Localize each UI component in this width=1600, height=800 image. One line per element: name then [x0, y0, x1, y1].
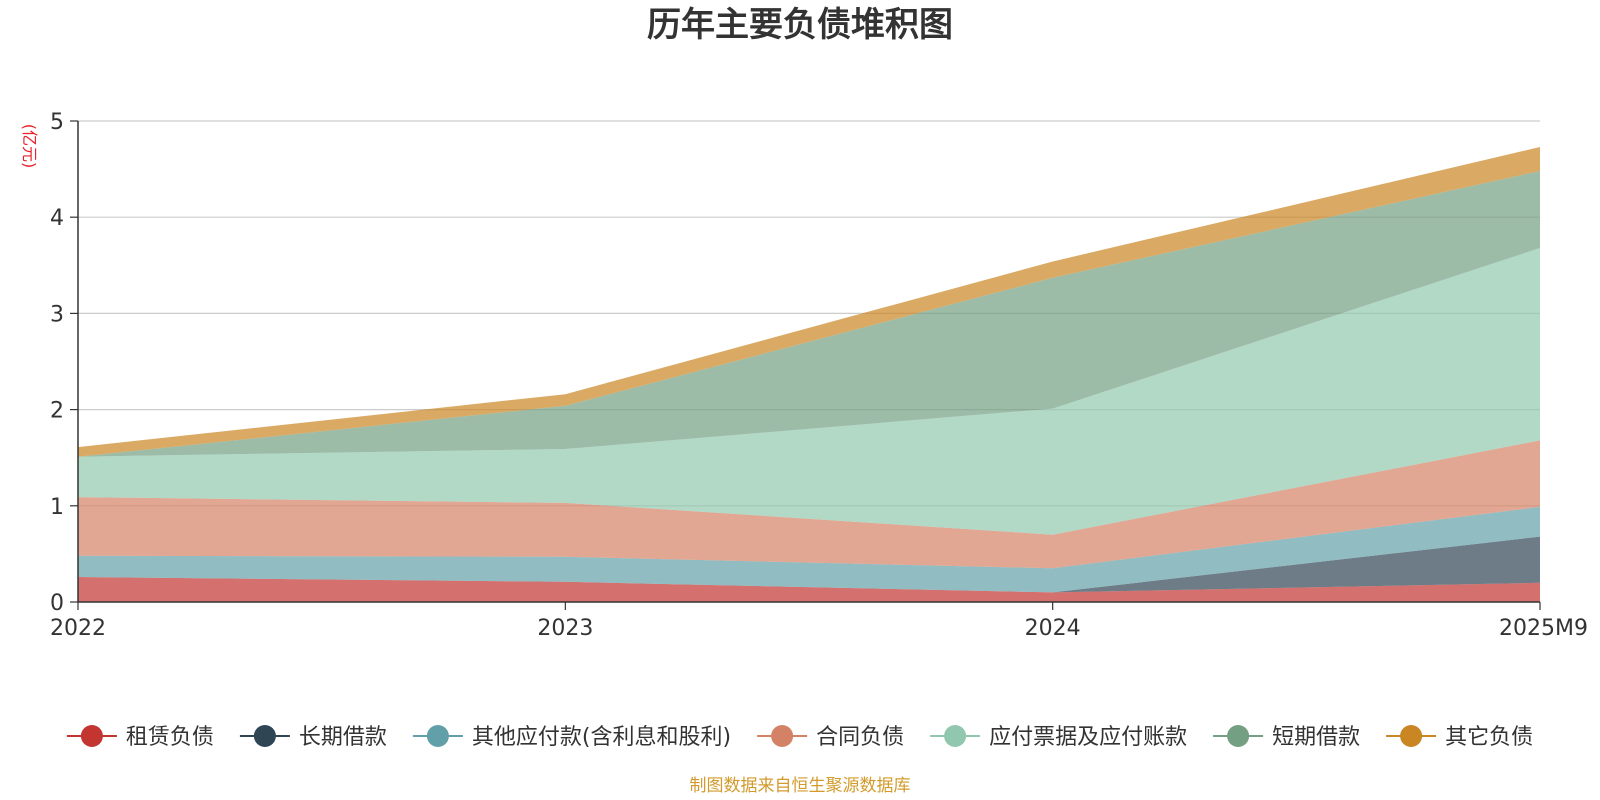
axes [70, 120, 1541, 610]
legend-item-5[interactable]: 短期借款 [1213, 725, 1360, 750]
legend: 租赁负债 长期借款 其他应付款(含利息和股利) 合同负债 应付票据及应付账款 短期借款 其它… [66, 725, 1533, 750]
legend-item-2[interactable]: 其他应付款(含利息和股利) [412, 725, 731, 750]
legend-item-0[interactable]: 租赁负债 [66, 725, 214, 750]
legend-label: 租赁负债 [126, 725, 214, 750]
area-series-5 [78, 171, 1540, 457]
x-tick-label: 2022 [50, 616, 106, 641]
legend-marker [80, 725, 103, 747]
legend-marker [1227, 725, 1250, 747]
area-series-0 [78, 577, 1540, 602]
x-tick-label: 2025M9 [1499, 616, 1588, 641]
legend-label: 合同负债 [816, 725, 904, 750]
legend-item-1[interactable]: 长期借款 [239, 725, 387, 750]
area-series [78, 147, 1540, 602]
legend-marker [426, 725, 449, 747]
y-tick-label: 4 [50, 206, 64, 231]
legend-item-4[interactable]: 应付票据及应付账款 [930, 725, 1187, 750]
y-tick-label: 2 [50, 399, 64, 424]
area-series-2 [78, 506, 1540, 593]
y-tick-label: 0 [50, 591, 64, 616]
y-tick-label: 1 [50, 495, 64, 520]
data-source-note: 制图数据来自恒生聚源数据库 [690, 776, 911, 796]
legend-label: 短期借款 [1272, 725, 1360, 750]
legend-marker [944, 725, 967, 747]
legend-item-6[interactable]: 其它负债 [1386, 725, 1533, 750]
y-tick-label: 5 [50, 110, 64, 135]
legend-label: 其他应付款(含利息和股利) [472, 725, 731, 750]
y-unit-label: (亿元) [20, 124, 39, 169]
legend-label: 应付票据及应付账款 [989, 725, 1187, 750]
x-tick-label: 2024 [1025, 616, 1081, 641]
y-tick-label: 3 [50, 302, 64, 327]
legend-marker [253, 725, 276, 747]
area-series-3 [78, 440, 1540, 569]
legend-label: 其它负债 [1445, 725, 1533, 750]
legend-marker [771, 725, 794, 747]
legend-item-3[interactable]: 合同负债 [757, 725, 904, 750]
chart-title: 历年主要负债堆积图 [647, 5, 953, 45]
legend-marker [1400, 725, 1423, 747]
area-series-4 [78, 248, 1540, 535]
x-tick-label: 2023 [537, 616, 593, 641]
legend-label: 长期借款 [299, 725, 387, 750]
x-tick-labels: 2022 2023 2024 2025M9 [50, 616, 1588, 641]
y-tick-labels: 0 1 2 3 4 5 [50, 110, 64, 616]
